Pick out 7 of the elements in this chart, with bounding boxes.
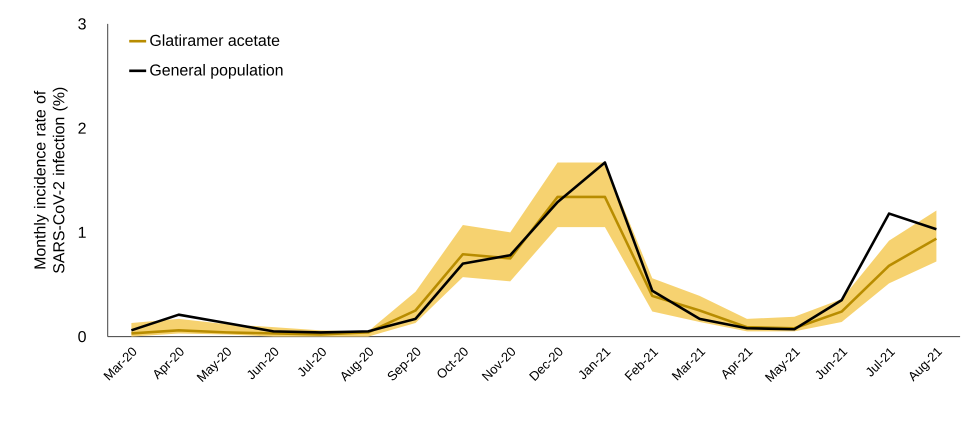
legend-label: Glatiramer acetate xyxy=(150,34,280,46)
y-tick-label: 3 xyxy=(78,18,86,30)
legend-label: General population xyxy=(150,64,282,79)
y-tick-label: 1 xyxy=(78,226,86,238)
y-axis-title: Monthly incidence rate of SARS-CoV-2 infection (%) xyxy=(34,88,68,273)
y-tick-label: 0 xyxy=(78,330,86,342)
y-tick-label: 2 xyxy=(78,122,86,134)
